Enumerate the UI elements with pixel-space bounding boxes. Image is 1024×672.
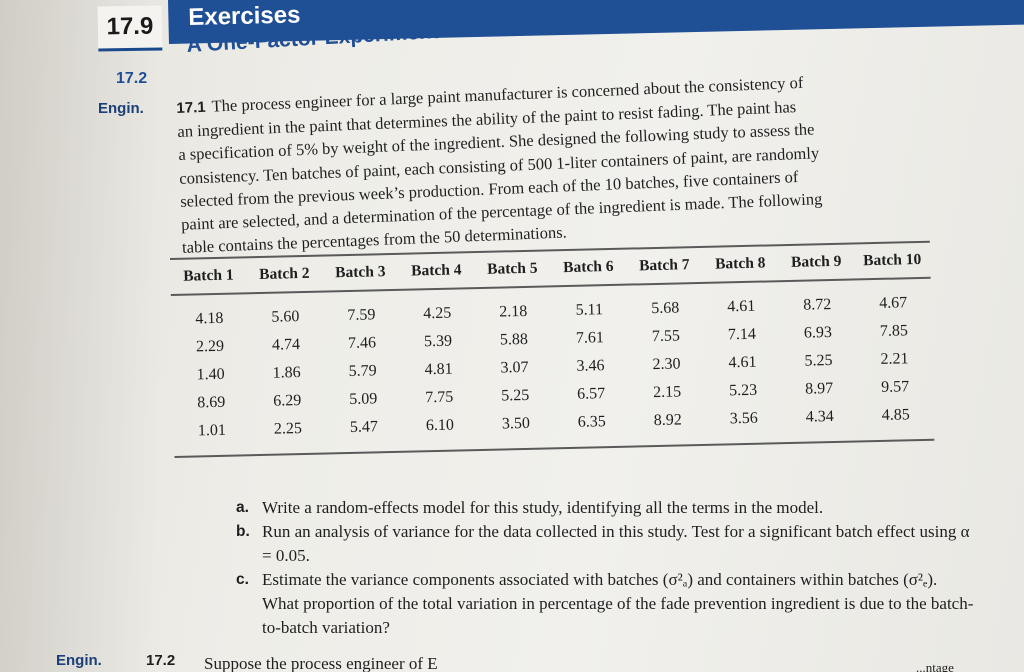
batch-table: Batch 1 Batch 2 Batch 3 Batch 4 Batch 5 Batch… [170, 240, 935, 458]
table-cell: 5.68 [651, 298, 680, 317]
exercise-number: 17.1 [176, 98, 207, 117]
question-text: Estimate the variance components associa… [262, 570, 974, 637]
question-b: b. Run an analysis of variance for the d… [236, 520, 976, 568]
table-cell: 8.69 [197, 393, 226, 411]
column-header: Batch 2 [259, 264, 310, 283]
table-cell: 4.61 [728, 353, 757, 371]
question-list: a. Write a random-effects model for this… [236, 496, 976, 640]
table-cell: 4.67 [879, 293, 908, 312]
question-label: a. [236, 499, 249, 516]
table-cell: 4.18 [195, 309, 224, 327]
exercise-body: 17.1 The process engineer for a large pai… [176, 66, 922, 259]
table-cell: 2.25 [273, 419, 303, 438]
table-cell: 2.30 [652, 354, 681, 373]
table-cell: 6.29 [273, 391, 302, 410]
table-body: 4.18 5.60 7.59 4.25 2.18 5.11 5.68 4.61 8.72 4.67… [171, 278, 934, 455]
table-cell: 1.01 [197, 421, 227, 439]
cut-off-text: ...ntage [916, 660, 954, 672]
table-cell: 7.14 [727, 325, 757, 343]
table-cell: 6.57 [576, 384, 606, 403]
column-header: Batch 9 [790, 252, 842, 271]
table-cell: 5.79 [348, 361, 377, 380]
margin-tag-engin: Engin. [98, 100, 144, 117]
column-header: Batch 10 [862, 250, 922, 270]
table-cell: 8.97 [804, 379, 834, 398]
table-cell: 7.46 [347, 333, 377, 352]
column-header: Batch 7 [638, 256, 690, 275]
question-c: c. Estimate the variance components asso… [236, 568, 976, 640]
table-cell: 5.60 [271, 307, 300, 326]
table-cell: 7.75 [425, 388, 454, 406]
table-cell: 5.09 [349, 389, 378, 408]
table-cell: 5.11 [575, 300, 604, 319]
chapter-title: Exercises [188, 1, 301, 31]
table-cell: 4.25 [423, 304, 452, 322]
column-header: Batch 5 [486, 259, 538, 278]
column-header: Batch 4 [410, 261, 462, 280]
next-exercise-text: Suppose the process engineer of E [204, 654, 438, 672]
table-cell: 2.15 [652, 382, 682, 401]
table-cell: 5.88 [499, 330, 529, 349]
table-cell: 4.81 [424, 360, 453, 378]
table-cell: 4.61 [727, 297, 756, 315]
section-number: 17.2 [116, 70, 148, 87]
table-cell: 2.21 [880, 349, 909, 368]
table-cell: 3.46 [576, 356, 605, 375]
column-header: Batch 1 [183, 266, 234, 285]
table-cell: 1.86 [272, 363, 301, 382]
question-text: Run an analysis of variance for the data… [262, 522, 970, 565]
table-cell: 4.34 [805, 407, 834, 426]
table-cell: 5.23 [728, 381, 758, 399]
table-cell: 2.18 [499, 302, 528, 321]
table-cell: 8.92 [653, 410, 682, 429]
table-cell: 5.39 [423, 332, 453, 350]
table-cell: 3.56 [729, 409, 758, 427]
question-a: a. Write a random-effects model for this… [236, 496, 976, 520]
column-header: Batch 8 [714, 254, 766, 273]
table-cell: 8.72 [803, 295, 832, 314]
table-cell: 7.61 [575, 328, 605, 347]
table-cell: 9.57 [880, 377, 910, 396]
table-cell: 7.59 [347, 305, 376, 324]
table-cell: 5.25 [501, 386, 530, 405]
question-text: Write a random-effects model for this st… [262, 498, 824, 517]
table-cell: 5.47 [349, 417, 379, 436]
table-cell: 1.40 [196, 365, 225, 383]
table-cell: 2.29 [195, 337, 225, 355]
table-cell: 3.50 [501, 414, 531, 433]
table-cell: 4.85 [881, 405, 910, 424]
table-cell: 7.55 [651, 326, 681, 345]
table-cell: 6.35 [577, 412, 607, 431]
table-cell: 6.93 [803, 323, 833, 342]
question-label: c. [236, 571, 249, 588]
chapter-number: 17.9 [97, 5, 163, 52]
table-cell: 4.74 [271, 335, 301, 354]
table-cell: 5.25 [804, 351, 833, 370]
column-header: Batch 6 [562, 257, 614, 277]
next-exercise-number: 17.2 [146, 652, 176, 669]
margin-tag-engin-bottom: Engin. [56, 652, 102, 669]
table-cell: 3.07 [500, 358, 529, 377]
question-label: b. [236, 523, 250, 540]
column-header: Batch 3 [334, 263, 386, 282]
table-cell: 7.85 [879, 321, 909, 340]
table-cell: 6.10 [425, 416, 455, 434]
